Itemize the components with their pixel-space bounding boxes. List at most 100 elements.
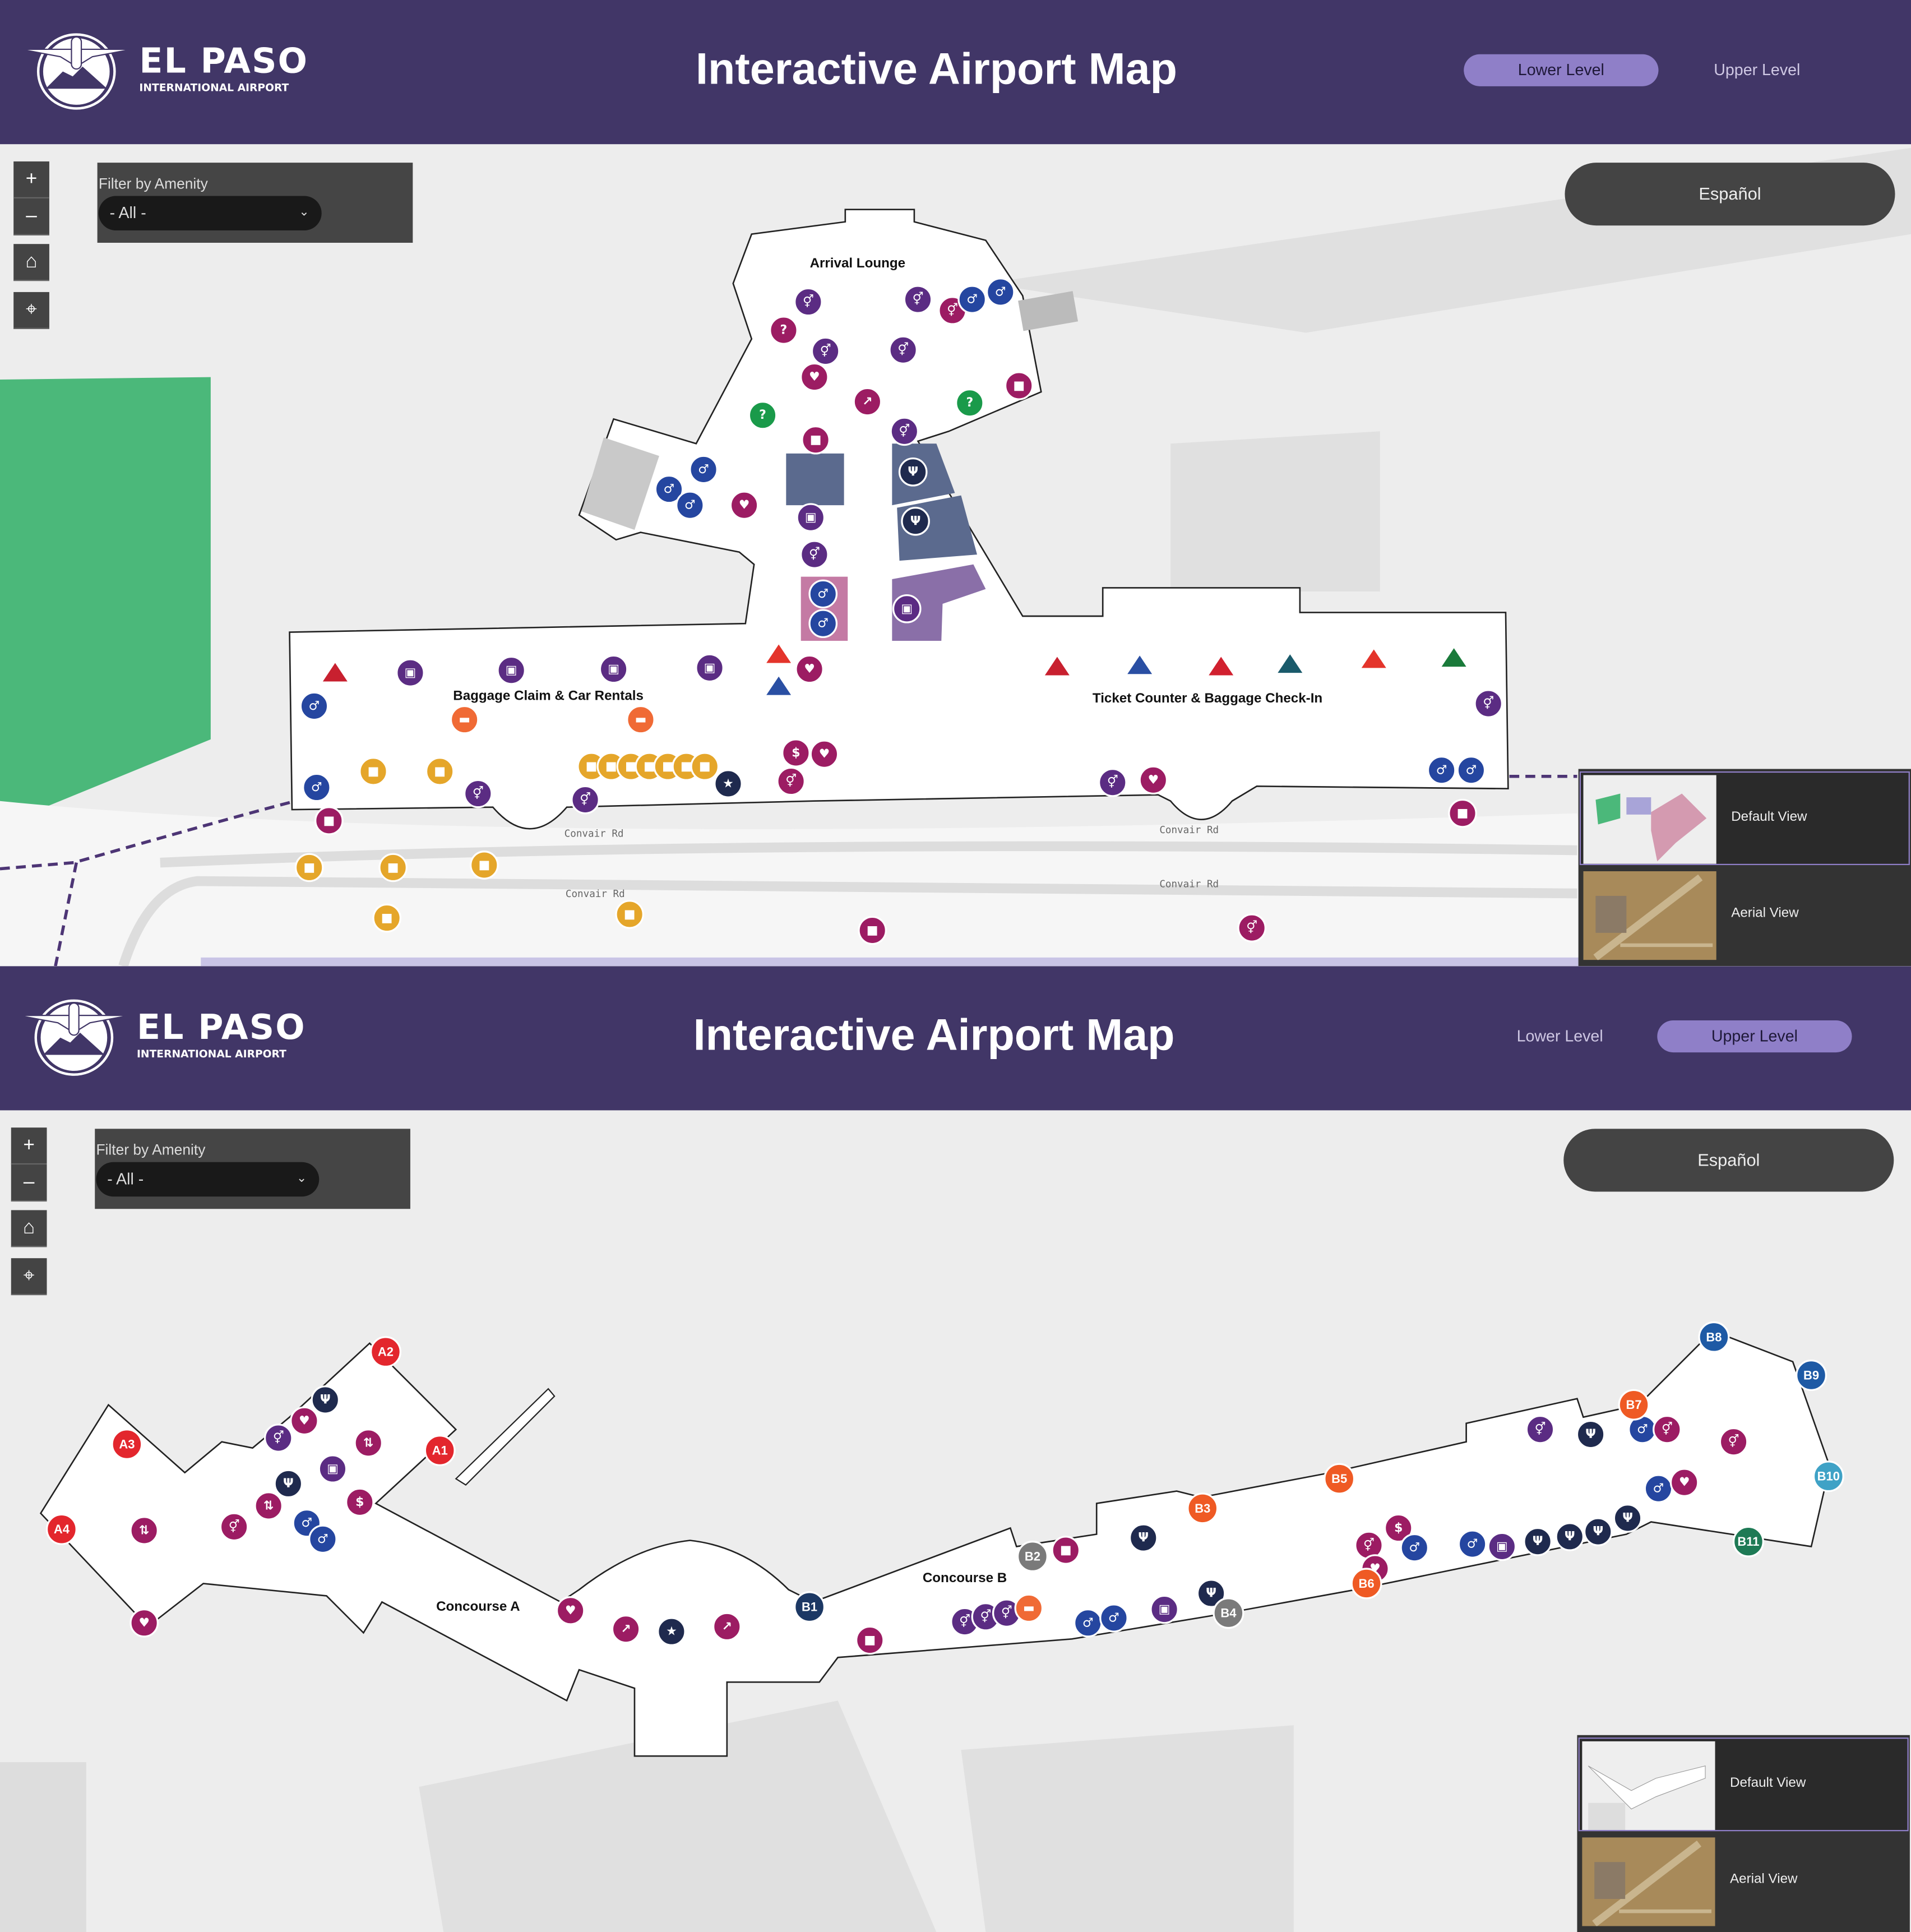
restroom-marker[interactable]: ♂ <box>985 278 1015 307</box>
dining-marker[interactable]: Ψ <box>1196 1579 1226 1608</box>
transport-marker[interactable]: ■ <box>801 425 830 455</box>
basemap-aerial[interactable]: Aerial View <box>1581 869 1909 960</box>
medical-marker[interactable]: ♥ <box>795 654 824 684</box>
gate-b11[interactable]: B11 <box>1732 1526 1764 1557</box>
dining-marker[interactable]: Ψ <box>901 506 930 536</box>
family-marker[interactable]: ⚥ <box>1719 1427 1748 1457</box>
family-marker[interactable]: ⚥ <box>571 785 600 815</box>
gate-a4[interactable]: A4 <box>45 1513 77 1545</box>
family-marker[interactable]: ⚥ <box>1474 689 1503 718</box>
dining-marker[interactable]: Ψ <box>1555 1522 1585 1551</box>
atm-marker[interactable]: $ <box>1383 1513 1413 1543</box>
amenity-select[interactable]: - All - ⌄ <box>98 196 322 231</box>
medical-marker[interactable]: ♥ <box>729 491 759 520</box>
atm-marker[interactable]: $ <box>345 1487 374 1517</box>
transport-marker[interactable]: ■ <box>858 916 887 945</box>
family-marker[interactable]: ⚥ <box>903 285 933 314</box>
family-marker[interactable]: ⚥ <box>971 1602 1001 1631</box>
dining-marker[interactable]: Ψ <box>1576 1420 1605 1449</box>
medical-marker[interactable]: ♥ <box>129 1608 159 1638</box>
basemap-aerial[interactable]: Aerial View <box>1580 1835 1908 1926</box>
restroom-marker[interactable]: ♂ <box>1644 1474 1673 1504</box>
info-marker[interactable]: ? <box>748 400 778 430</box>
baggage-marker[interactable]: ▣ <box>1150 1594 1179 1624</box>
escalator-marker[interactable]: ↗ <box>853 387 882 417</box>
gate-b9[interactable]: B9 <box>1796 1359 1827 1391</box>
family-marker[interactable]: ⚥ <box>776 766 806 796</box>
gate-a3[interactable]: A3 <box>111 1429 143 1460</box>
car-rental-marker[interactable]: ▬ <box>450 705 479 734</box>
lower-level-button[interactable]: Lower Level <box>1516 1026 1603 1045</box>
restroom-marker[interactable]: ♂ <box>1074 1608 1103 1638</box>
dining-marker[interactable]: Ψ <box>1128 1523 1158 1552</box>
home-button[interactable]: ⌂ <box>11 1210 47 1247</box>
family-marker[interactable]: ⚥ <box>1525 1415 1555 1444</box>
gate-a2[interactable]: A2 <box>369 1336 401 1368</box>
medical-marker[interactable]: ♥ <box>800 362 829 392</box>
dining-marker[interactable]: Ψ <box>311 1385 340 1415</box>
el-paso-logo[interactable]: EL PASO INTERNATIONAL AIRPORT <box>18 30 307 117</box>
transport-marker[interactable]: ■ <box>1051 1536 1081 1565</box>
transport-marker[interactable]: ■ <box>855 1625 885 1655</box>
restroom-marker[interactable]: ♂ <box>808 579 838 609</box>
gate-b2[interactable]: B2 <box>1016 1541 1048 1573</box>
family-marker[interactable]: ⚥ <box>800 540 829 569</box>
baggage-marker[interactable]: ▣ <box>497 655 526 685</box>
dining-marker[interactable]: Ψ <box>1613 1504 1642 1533</box>
transport-marker[interactable]: ■ <box>378 853 408 882</box>
family-marker[interactable]: ⚥ <box>1237 913 1266 942</box>
info-marker[interactable]: ? <box>769 316 798 345</box>
transport-marker[interactable]: ■ <box>359 757 388 786</box>
restroom-marker[interactable]: ♂ <box>808 609 838 639</box>
family-marker[interactable]: ⚥ <box>890 417 919 446</box>
family-marker[interactable]: ⚥ <box>811 336 840 366</box>
baggage-marker[interactable]: ▣ <box>396 658 425 687</box>
locate-button[interactable]: ⌖ <box>13 292 49 329</box>
restroom-marker[interactable]: ♂ <box>654 474 684 504</box>
gate-b5[interactable]: B5 <box>1324 1463 1355 1495</box>
restroom-marker[interactable]: ♂ <box>1099 1603 1128 1633</box>
home-button[interactable]: ⌂ <box>13 244 49 281</box>
transport-marker[interactable]: ■ <box>469 851 499 880</box>
transport-marker[interactable]: ■ <box>294 853 324 882</box>
medical-marker[interactable]: ♥ <box>809 739 839 769</box>
family-marker[interactable]: ⚥ <box>889 335 918 365</box>
star-marker[interactable]: ★ <box>714 769 743 798</box>
transport-marker[interactable]: ■ <box>372 903 401 933</box>
basemap-default[interactable]: Default View <box>1579 771 1910 865</box>
medical-marker[interactable]: ♥ <box>290 1406 319 1436</box>
gate-b10[interactable]: B10 <box>1812 1460 1844 1492</box>
gate-b8[interactable]: B8 <box>1698 1321 1730 1353</box>
zoom-in-button[interactable]: + <box>11 1127 47 1165</box>
restroom-marker[interactable]: ♂ <box>302 773 331 802</box>
elevator-marker[interactable]: ⇅ <box>354 1429 383 1458</box>
car-rental-marker[interactable]: ▬ <box>1014 1593 1044 1623</box>
baggage-marker[interactable]: ▣ <box>695 653 724 683</box>
locate-button[interactable]: ⌖ <box>11 1258 47 1296</box>
baggage-marker[interactable]: ▣ <box>796 503 826 532</box>
family-marker[interactable]: ⚥ <box>794 287 823 317</box>
restroom-marker[interactable]: ♂ <box>1457 1529 1487 1559</box>
escalator-marker[interactable]: ↗ <box>611 1614 641 1644</box>
gate-b3[interactable]: B3 <box>1187 1492 1219 1524</box>
dining-marker[interactable]: Ψ <box>1583 1517 1613 1546</box>
family-marker[interactable]: ⚥ <box>263 1423 293 1453</box>
car-rental-marker[interactable]: ▬ <box>626 705 655 734</box>
dining-marker[interactable]: Ψ <box>274 1469 303 1499</box>
transport-marker[interactable]: ■ <box>1448 798 1477 828</box>
language-button[interactable]: Español <box>1565 163 1895 226</box>
zoom-in-button[interactable]: + <box>13 161 49 198</box>
upper-level-button[interactable]: Upper Level <box>1714 60 1801 79</box>
family-marker[interactable]: ⚥ <box>1098 768 1127 797</box>
dining-marker[interactable]: Ψ <box>898 457 928 487</box>
lower-level-button[interactable]: Lower Level <box>1464 54 1659 86</box>
gate-a1[interactable]: A1 <box>424 1435 456 1467</box>
baggage-marker[interactable]: ▣ <box>599 654 628 684</box>
elevator-marker[interactable]: ⇅ <box>254 1491 283 1520</box>
gate-b4[interactable]: B4 <box>1213 1597 1244 1629</box>
amenity-select[interactable]: - All - ⌄ <box>96 1162 320 1197</box>
el-paso-logo[interactable]: EL PASO INTERNATIONAL AIRPORT <box>16 996 305 1083</box>
family-marker[interactable]: ⚥ <box>463 779 493 808</box>
escalator-marker[interactable]: ↗ <box>712 1612 742 1642</box>
transport-marker[interactable]: ■ <box>615 900 645 929</box>
